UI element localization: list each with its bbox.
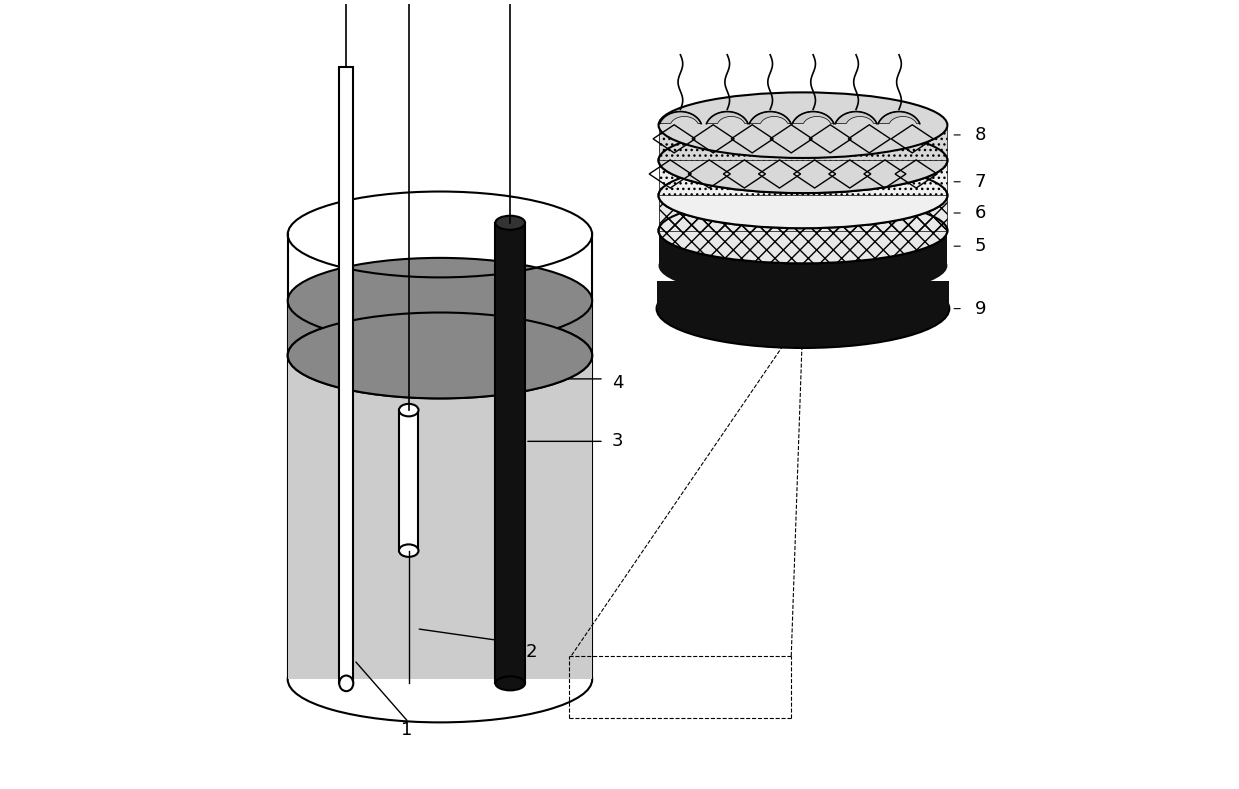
FancyBboxPatch shape [659, 230, 948, 266]
Polygon shape [835, 111, 877, 124]
Ellipse shape [496, 215, 525, 230]
Text: 7: 7 [975, 173, 986, 191]
Text: 1: 1 [401, 721, 413, 739]
FancyBboxPatch shape [399, 410, 419, 551]
Polygon shape [706, 111, 748, 124]
Ellipse shape [659, 198, 948, 264]
Ellipse shape [659, 128, 948, 193]
Text: 6: 6 [975, 204, 986, 222]
FancyBboxPatch shape [496, 222, 525, 683]
FancyBboxPatch shape [287, 234, 592, 679]
Polygon shape [878, 111, 919, 124]
Text: 5: 5 [975, 237, 986, 255]
FancyBboxPatch shape [339, 66, 353, 683]
FancyBboxPatch shape [657, 282, 949, 308]
Text: 2: 2 [525, 643, 538, 661]
FancyBboxPatch shape [659, 125, 948, 160]
Ellipse shape [399, 404, 419, 417]
Ellipse shape [287, 637, 592, 723]
Ellipse shape [659, 92, 948, 158]
Text: 8: 8 [975, 126, 986, 144]
Text: 9: 9 [975, 300, 986, 318]
Text: 3: 3 [612, 432, 623, 451]
Ellipse shape [659, 128, 948, 193]
Ellipse shape [287, 312, 592, 398]
FancyBboxPatch shape [287, 301, 592, 679]
Text: 4: 4 [612, 374, 623, 392]
Ellipse shape [287, 258, 592, 344]
FancyBboxPatch shape [659, 160, 948, 196]
Polygon shape [792, 111, 834, 124]
FancyBboxPatch shape [287, 301, 592, 356]
Ellipse shape [659, 233, 948, 298]
Ellipse shape [659, 198, 948, 264]
Ellipse shape [399, 544, 419, 557]
Ellipse shape [339, 675, 353, 691]
Polygon shape [659, 111, 701, 124]
Ellipse shape [496, 676, 525, 690]
Ellipse shape [659, 163, 948, 228]
Ellipse shape [657, 269, 949, 348]
FancyBboxPatch shape [659, 196, 948, 230]
Polygon shape [750, 111, 790, 124]
Ellipse shape [659, 163, 948, 228]
